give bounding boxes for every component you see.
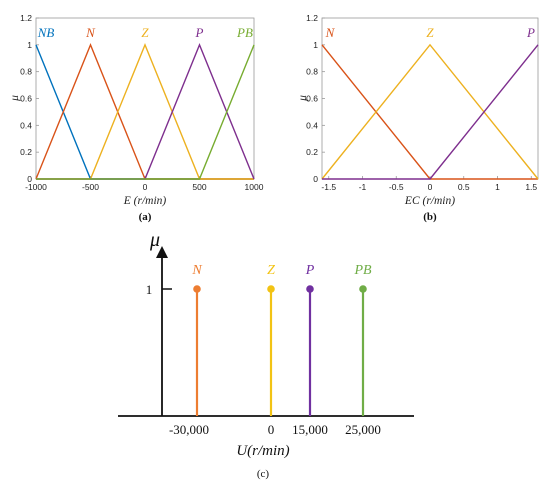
x-tick-label-b-3: 0 [428,182,433,192]
series-line-a-z [36,42,254,180]
y-tick-label-b-5: 1 [313,40,318,50]
series-label-a-pb: PB [236,25,253,40]
x-tick-label-b-4: 0.5 [458,182,470,192]
y-tick-label-b-3: 0.6 [306,94,318,104]
stems-c [193,285,367,416]
panel-b: 0 0.2 0.4 0.6 0.8 1 1.2 -1.5 -1 -0.5 0 0.5 1 1.5 N Z P… [297,13,539,223]
x-ticks-b: -1.5 -1 -0.5 0 0.5 1 1.5 [321,176,537,192]
stem-marker-z [267,285,275,293]
series-line-a-nb [35,44,254,180]
y-axis-arrow-c [156,246,168,258]
caption-c: (c) [257,468,270,480]
panel-a: 0 0.2 0.4 0.6 0.8 1 1.2 -1000 -500 0 500 1000 NB N Z… [9,13,264,223]
y-tick-label-a-5: 1 [27,40,32,50]
x-axis-label-b: EC (r/min) [404,195,455,207]
x-tick-label-c-1: 0 [268,422,275,437]
y-tick-label-b-4: 0.8 [306,67,318,77]
series-lines-b [321,43,539,180]
series-label-c-pb: PB [353,263,372,278]
x-tick-label-b-2: -0.5 [389,182,404,192]
x-tick-label-b-0: -1.5 [321,182,336,192]
caption-b: (b) [423,211,437,223]
series-labels-a: NB N Z P PB [37,25,253,40]
x-tick-label-a-4: 1000 [245,182,264,192]
caption-a: (a) [139,211,152,223]
series-label-a-p: P [195,25,204,40]
panel-c: μ 1 N Z P PB -30,000 0 15,000 25,000 U(r/min) … [118,229,414,480]
y-tick-label-a-3: 0.6 [20,94,32,104]
y-tick-label-a-6: 1.2 [20,13,32,23]
y-tick-label-b-1: 0.2 [306,147,318,157]
series-line-a-n [35,42,254,180]
series-label-a-z: Z [141,25,149,40]
x-tick-label-b-5: 1 [495,182,500,192]
x-tick-label-a-1: -500 [82,182,99,192]
series-line-a-p [36,42,255,180]
y-tick-label-b-0: 0 [313,174,318,184]
series-label-b-p: P [526,25,535,40]
series-label-c-z: Z [267,263,275,278]
x-axis-label-c: U(r/min) [236,443,289,459]
plot-frame-b [321,17,539,180]
y-tick-label-b-2: 0.4 [306,120,318,130]
stem-marker-n [193,285,201,293]
y-axis-label-b: μ [297,95,309,102]
x-tick-label-a-2: 0 [143,182,148,192]
stem-marker-p [306,285,314,293]
x-tick-label-b-6: 1.5 [525,182,537,192]
y-axis-label-a: μ [9,95,21,102]
x-tick-label-a-3: 500 [192,182,206,192]
x-tick-label-c-2: 15,000 [292,422,328,437]
x-tick-label-c-3: 25,000 [345,422,381,437]
series-line-b-z [321,43,539,180]
y-tick-label-a-1: 0.2 [20,147,32,157]
stem-marker-pb [359,285,367,293]
series-label-a-nb: NB [37,25,55,40]
x-axis-label-a: E (r/min) [123,195,167,207]
x-tick-label-b-1: -1 [359,182,367,192]
series-label-c-n: N [191,263,202,278]
series-line-a-pb [36,44,255,180]
series-lines-a [35,42,255,180]
y-tick-label-a-4: 0.8 [20,67,32,77]
series-label-b-n: N [325,25,336,40]
series-labels-c: N Z P PB [191,263,372,278]
y-tick-label-b-6: 1.2 [306,13,318,23]
series-line-b-p [322,44,539,180]
y-tick-label-a-2: 0.4 [20,120,32,130]
series-label-b-z: Z [426,25,434,40]
y-axis-label-c: μ [149,229,160,251]
series-label-c-p: P [305,263,315,278]
series-label-a-n: N [85,25,96,40]
x-tick-label-c-0: -30,000 [169,422,209,437]
x-tick-label-a-0: -1000 [25,182,47,192]
y-tick-label-a-0: 0 [27,174,32,184]
series-line-b-n [321,44,538,180]
y-tick-label-c: 1 [146,282,153,297]
x-ticks-c: -30,000 0 15,000 25,000 [169,422,381,437]
y-ticks-a: 0 0.2 0.4 0.6 0.8 1 1.2 [20,13,39,184]
